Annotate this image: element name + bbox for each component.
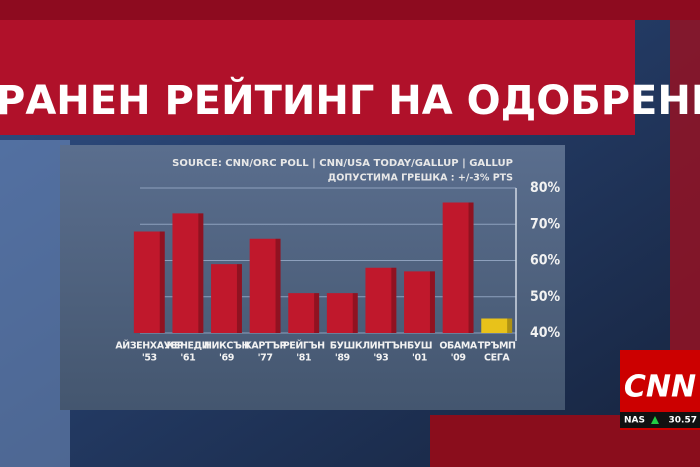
bar (442, 202, 474, 333)
x-tick-label: '89 (335, 353, 350, 364)
source: SOURCE: CNN/ORC POLL | CNN/USA TODAY/GAL… (172, 158, 513, 169)
x-tick-label: БУШ (330, 341, 355, 352)
ticker-arrow (651, 416, 659, 424)
x-tick-label: '53 (142, 353, 157, 364)
bar (326, 293, 358, 333)
left-glow (0, 140, 70, 467)
bar-shade (275, 238, 281, 333)
bar-shade (314, 293, 320, 333)
x-tick-label: БУШ (407, 341, 432, 352)
y-tick-label: 40% (530, 325, 561, 341)
bar (288, 293, 320, 333)
x-tick-label: '69 (219, 353, 234, 364)
bar (365, 267, 397, 333)
y-tick-label: 60% (530, 253, 561, 269)
ticker-value: 30.57 (669, 416, 697, 426)
bar (172, 213, 204, 333)
y-tick-label: 70% (530, 216, 561, 232)
x-tick-label: '09 (451, 353, 466, 364)
x-tick-label: НИКСЪН (204, 341, 250, 352)
bar (404, 271, 435, 333)
bar (211, 264, 242, 333)
bar-shade (352, 293, 358, 333)
x-tick-label: '61 (180, 353, 195, 364)
bar (481, 318, 513, 333)
margin-note: ДОПУСТИМА ГРЕШКА : +/-3% PTS (328, 173, 513, 184)
title-banner (0, 0, 635, 135)
bar-shade (198, 213, 204, 333)
x-tick-label: '93 (373, 353, 388, 364)
x-tick-label: КЛИНТЪН (355, 341, 408, 352)
bar-shade (236, 264, 242, 333)
bar-shade (468, 202, 474, 333)
x-tick-label: ОБАМА (439, 341, 478, 352)
ticker-box (620, 412, 700, 428)
x-tick-label: ТРЪМП (478, 341, 516, 352)
y-tick-label: 50% (530, 289, 561, 305)
x-tick-label: КЕНЕДИ (167, 341, 210, 352)
bar-shade (507, 318, 513, 333)
y-tick-label: 80% (530, 180, 561, 196)
banner-top (0, 0, 700, 20)
bar (249, 238, 281, 333)
bar-shade (159, 231, 165, 333)
bar (133, 231, 165, 333)
bar-shade (429, 271, 435, 333)
x-tick-label: '01 (412, 353, 427, 364)
x-tick-label: '81 (296, 353, 311, 364)
x-tick-label: АЙЗЕНХАУЕР (115, 340, 183, 352)
x-tick-label: '77 (258, 353, 273, 364)
x-tick-label: СЕГА (484, 353, 510, 364)
x-tick-label: РЕЙГЪН (283, 340, 325, 352)
x-tick-label: КАРТЪР (244, 341, 286, 352)
banner-title: РАНЕН РЕЙТИНГ НА ОДОБРЕНИЕ (0, 76, 700, 124)
logo: CNN (624, 370, 696, 405)
bar-shade (391, 267, 397, 333)
plot: 40% 50% 60% 70% 80% АЙЗЕНХАУЕР'53 КЕНЕДИ'61 НИК… (115, 180, 560, 364)
ticker-symbol: NAS (624, 416, 645, 426)
